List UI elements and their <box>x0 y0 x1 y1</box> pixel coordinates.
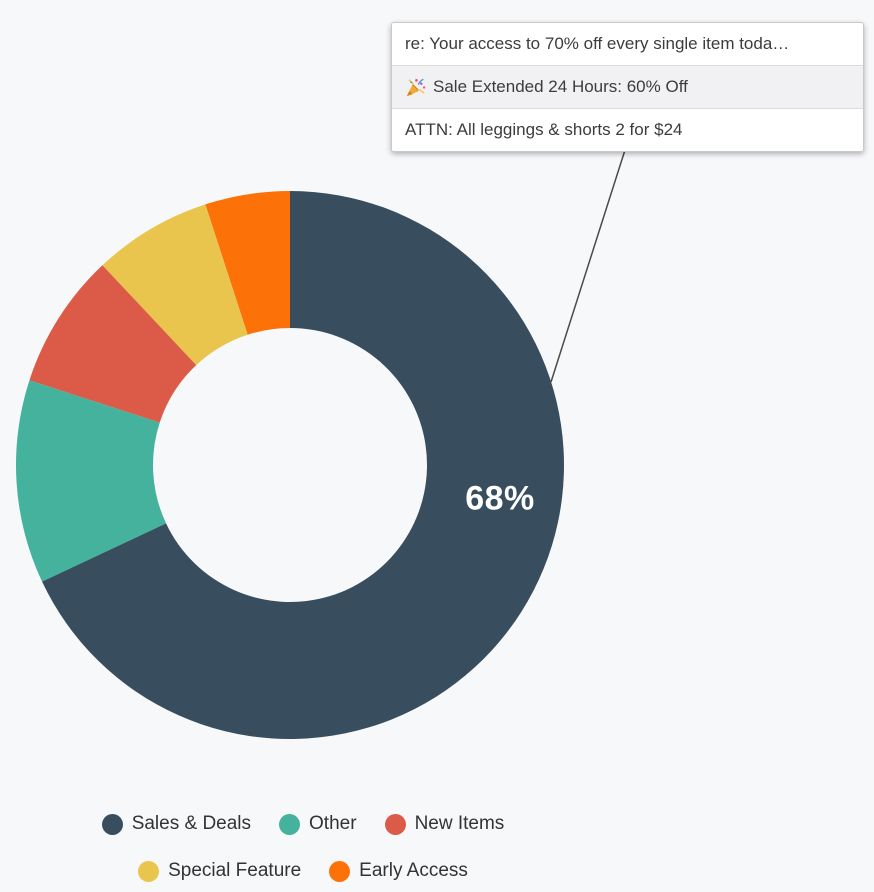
legend-label: Special Feature <box>168 860 302 881</box>
legend-item-new-items[interactable]: New Items <box>384 811 505 837</box>
legend-swatch <box>329 860 351 882</box>
chart-legend: Sales & Deals Other New Items Special Fe… <box>3 811 603 884</box>
donut-segment-sales-deals[interactable] <box>42 191 565 740</box>
legend-swatch <box>384 813 406 835</box>
legend-item-sales-deals[interactable]: Sales & Deals <box>101 811 252 837</box>
donut-segment-new-items[interactable] <box>29 265 197 423</box>
donut-percent-label: 68% <box>465 479 535 518</box>
legend-swatch <box>101 813 123 835</box>
tooltip-subject-row[interactable]: re: Your access to 70% off every single … <box>392 23 863 65</box>
email-subjects-tooltip: re: Your access to 70% off every single … <box>391 22 864 152</box>
legend-row-1: Sales & Deals Other New Items <box>101 811 505 837</box>
legend-swatch <box>138 860 160 882</box>
email-subject-text: ATTN: All leggings & shorts 2 for $24 <box>405 120 683 139</box>
tooltip-subject-row-highlighted[interactable]: Sale Extended 24 Hours: 60% Off <box>392 65 863 108</box>
legend-swatch <box>279 813 301 835</box>
legend-label: New Items <box>414 813 505 834</box>
legend-item-early-access[interactable]: Early Access <box>329 858 468 884</box>
legend-label: Early Access <box>359 860 468 881</box>
donut-segment-early-access[interactable] <box>205 191 290 335</box>
donut-segment-other[interactable] <box>16 380 167 582</box>
party-popper-icon <box>406 78 426 96</box>
tooltip-subject-row[interactable]: ATTN: All leggings & shorts 2 for $24 <box>392 108 863 151</box>
donut-segment-special-feature[interactable] <box>102 204 248 366</box>
email-subject-text: re: Your access to 70% off every single … <box>405 34 790 53</box>
tooltip-callout-line <box>550 149 626 383</box>
legend-item-special-feature[interactable]: Special Feature <box>138 858 301 884</box>
email-subject-text: Sale Extended 24 Hours: 60% Off <box>433 77 688 96</box>
legend-label: Sales & Deals <box>131 813 252 834</box>
legend-label: Other <box>309 813 357 834</box>
legend-row-2: Special Feature Early Access <box>138 858 468 884</box>
legend-item-other[interactable]: Other <box>279 811 357 837</box>
